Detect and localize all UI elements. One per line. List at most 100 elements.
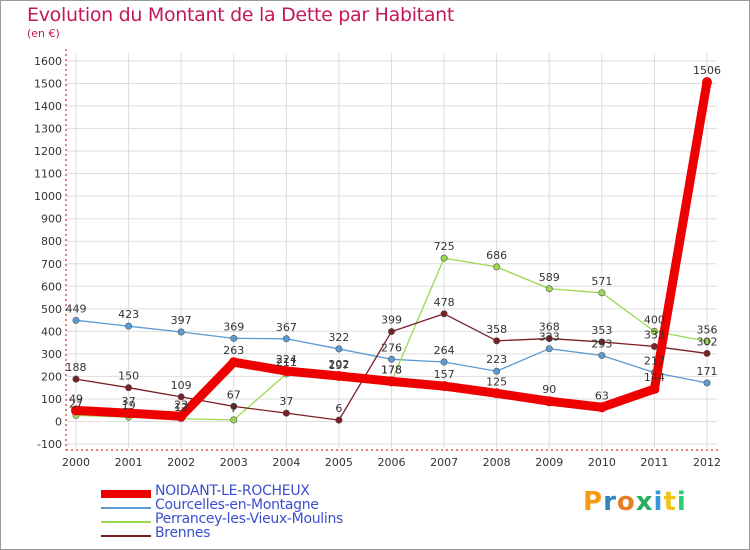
series-point-3 (282, 409, 290, 417)
x-tick-label: 2005 (325, 456, 353, 469)
data-label: 37 (122, 395, 136, 408)
x-tick-label: 2010 (588, 456, 616, 469)
data-label: 293 (591, 337, 612, 350)
x-tick-label: 2003 (220, 456, 248, 469)
data-label: 223 (486, 353, 507, 366)
series-point-3 (387, 328, 395, 336)
data-label: 725 (434, 240, 455, 253)
series-point-3 (545, 335, 553, 343)
data-label: 211 (276, 356, 297, 369)
data-label: 369 (223, 320, 244, 333)
y-tick-label: 1400 (34, 100, 62, 113)
y-tick-label: 1600 (34, 55, 62, 68)
series-point-3 (493, 337, 501, 345)
x-tick-label: 2011 (640, 456, 668, 469)
series-point-3 (177, 393, 185, 401)
data-label: 400 (644, 313, 665, 326)
series-point-1 (387, 355, 395, 363)
data-label: 197 (328, 359, 349, 372)
logo-letter: r (603, 487, 617, 517)
data-label: 125 (486, 375, 507, 388)
y-tick-label: 900 (41, 213, 62, 226)
data-label: 37 (279, 395, 293, 408)
x-tick-label: 2004 (272, 456, 300, 469)
series-point-0 (71, 405, 81, 416)
series-point-1 (72, 316, 80, 324)
legend-swatch (101, 490, 151, 498)
data-label: 188 (66, 361, 87, 374)
series-point-2 (493, 263, 501, 271)
series-point-0 (544, 396, 555, 407)
y-tick-label: 600 (41, 280, 62, 293)
data-label: 356 (697, 323, 718, 336)
y-tick-label: 1200 (34, 145, 62, 158)
y-tick-label: 500 (41, 303, 62, 316)
series-point-1 (282, 335, 290, 343)
series-point-0 (491, 388, 502, 399)
series-point-3 (230, 402, 238, 410)
x-tick-label: 2001 (115, 456, 143, 469)
x-tick-label: 2012 (693, 456, 721, 469)
series-point-1 (177, 328, 185, 336)
x-tick-label: 2008 (483, 456, 511, 469)
x-tick-label: 2007 (430, 456, 458, 469)
data-label: 109 (171, 379, 192, 392)
series-point-2 (545, 285, 553, 293)
data-label: 90 (542, 383, 556, 396)
series-point-1 (335, 345, 343, 353)
series-point-3 (335, 416, 343, 424)
series-point-2 (650, 327, 658, 335)
y-tick-label: 100 (41, 393, 62, 406)
data-label: 367 (276, 321, 297, 334)
data-label: 449 (66, 302, 87, 315)
series-point-0 (596, 402, 607, 413)
proxiti-logo: Proxiti (583, 487, 687, 517)
y-tick-label: 700 (41, 258, 62, 271)
data-label: 202 (328, 358, 349, 371)
series-point-3 (72, 375, 80, 383)
legend-label: Courcelles-en-Montagne (155, 497, 319, 513)
data-label: 263 (223, 344, 244, 357)
legend-label: Brennes (155, 525, 211, 541)
data-label: 171 (697, 365, 718, 378)
logo-letter: o (616, 487, 636, 517)
logo-letter: i (676, 487, 687, 517)
series-point-2 (598, 289, 606, 297)
data-label: 1506 (693, 64, 721, 77)
series-point-0 (386, 376, 397, 387)
data-label: 49 (69, 392, 83, 405)
data-label: 264 (434, 344, 455, 357)
data-label: 7 (230, 402, 237, 415)
series-point-3 (440, 310, 448, 318)
legend-swatch (101, 535, 151, 537)
data-label: 323 (539, 331, 560, 344)
series-point-1 (703, 379, 711, 387)
data-label: 224 (276, 353, 297, 366)
data-label: 19 (122, 399, 136, 412)
y-tick-label: 800 (41, 235, 62, 248)
data-label: 144 (644, 371, 665, 384)
data-label: 178 (381, 363, 402, 376)
chart-subtitle: (en €) (27, 27, 60, 40)
data-label: 150 (118, 370, 139, 383)
series-point-0 (228, 357, 239, 368)
series-point-2 (230, 416, 238, 424)
logo-letter: t (663, 487, 677, 517)
data-label: 23 (174, 398, 188, 411)
data-label: 353 (591, 324, 612, 337)
series-point-1 (230, 334, 238, 342)
data-label: 358 (486, 323, 507, 336)
data-label: 399 (381, 314, 402, 327)
series-point-0 (176, 411, 187, 422)
y-tick-label: 300 (41, 348, 62, 361)
x-tick-label: 2006 (378, 456, 406, 469)
data-label: 333 (644, 328, 665, 341)
legend-label: Perrancey-les-Vieux-Moulins (155, 511, 344, 527)
y-tick-label: -100 (37, 438, 62, 451)
series-point-0 (439, 381, 450, 392)
data-label: 686 (486, 249, 507, 262)
y-tick-label: 1000 (34, 190, 62, 203)
series-point-2 (440, 254, 448, 262)
